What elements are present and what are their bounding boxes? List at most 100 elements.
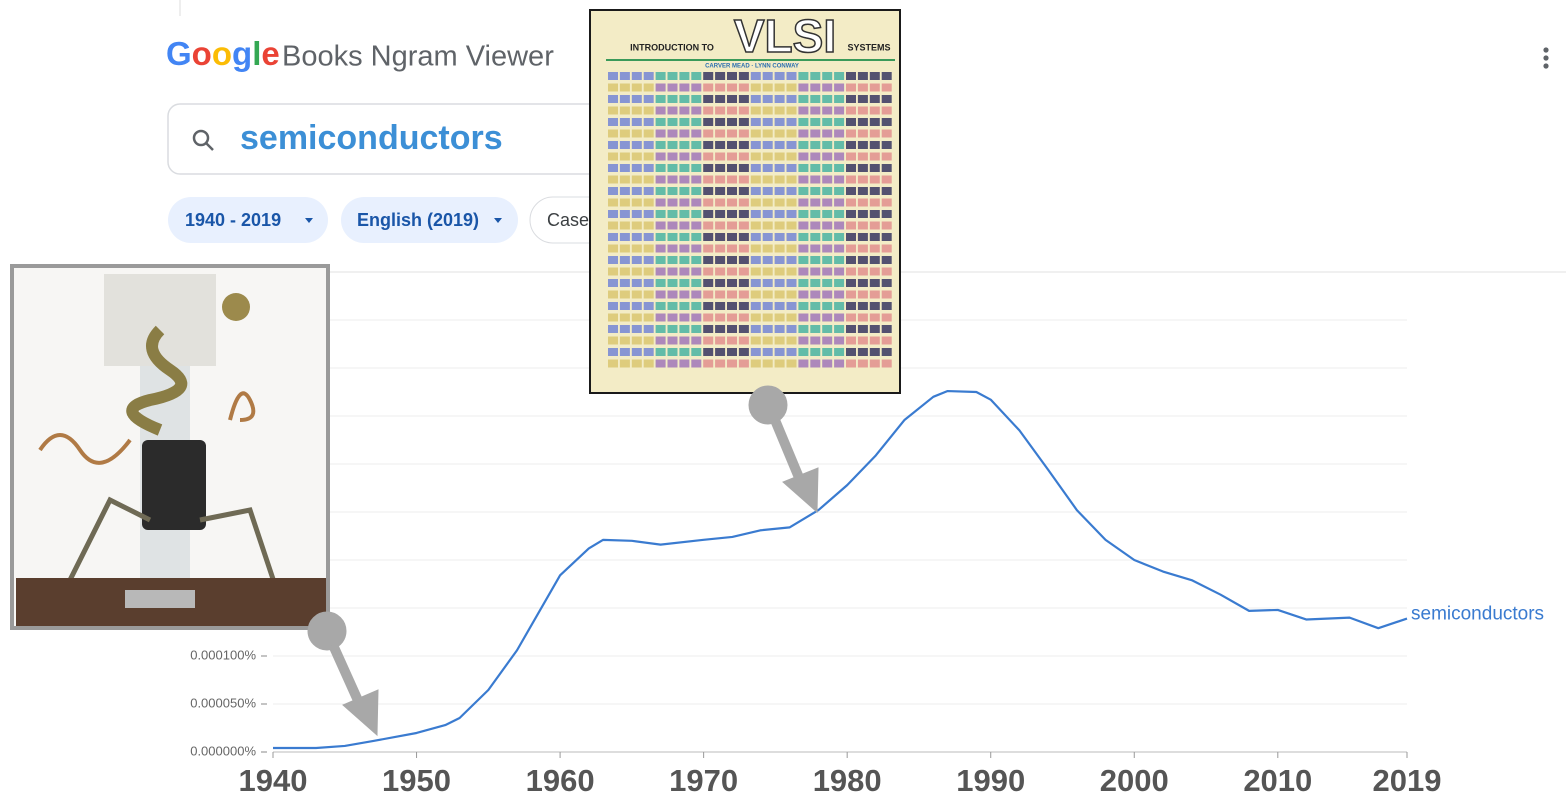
pattern [858, 325, 868, 333]
pattern [608, 164, 618, 172]
pattern [668, 176, 678, 184]
pattern [679, 176, 689, 184]
pattern [739, 199, 749, 207]
pattern [679, 268, 689, 276]
pattern [846, 95, 856, 103]
pattern [644, 348, 654, 356]
pattern [822, 95, 832, 103]
pattern [632, 118, 642, 126]
pattern [858, 199, 868, 207]
pattern [668, 118, 678, 126]
pattern [775, 302, 785, 310]
pattern [870, 72, 880, 80]
x-tick-label: 1990 [956, 763, 1025, 798]
pattern [691, 337, 701, 345]
pattern [810, 233, 820, 241]
pattern [727, 199, 737, 207]
pattern [608, 314, 618, 322]
pattern [870, 337, 880, 345]
pattern [882, 95, 892, 103]
pattern [668, 153, 678, 161]
logo[interactable]: Google [166, 35, 280, 72]
pattern [858, 130, 868, 138]
pattern [822, 187, 832, 195]
pattern [679, 291, 689, 299]
pattern [632, 199, 642, 207]
pattern [870, 199, 880, 207]
pattern [679, 95, 689, 103]
pattern [691, 95, 701, 103]
pattern [668, 291, 678, 299]
pattern [834, 95, 844, 103]
pattern [775, 325, 785, 333]
pattern [691, 84, 701, 92]
pattern [608, 84, 618, 92]
pattern [751, 302, 761, 310]
pattern [870, 291, 880, 299]
pattern [632, 256, 642, 264]
pattern [656, 233, 666, 241]
pattern [739, 153, 749, 161]
pattern [810, 256, 820, 264]
search-query[interactable]: semiconductors [240, 119, 503, 157]
pattern [834, 130, 844, 138]
pattern [775, 187, 785, 195]
pattern [656, 337, 666, 345]
pattern [882, 348, 892, 356]
pattern [691, 141, 701, 149]
pattern [632, 95, 642, 103]
x-tick-label: 2000 [1100, 763, 1169, 798]
pattern [882, 187, 892, 195]
pattern [727, 268, 737, 276]
pattern [763, 95, 773, 103]
pattern [834, 176, 844, 184]
pattern [679, 107, 689, 115]
pattern [798, 233, 808, 241]
pattern [775, 314, 785, 322]
pattern [727, 245, 737, 253]
pattern [775, 72, 785, 80]
pattern [822, 337, 832, 345]
pattern [787, 245, 797, 253]
pattern [834, 84, 844, 92]
pattern [846, 348, 856, 356]
pattern [822, 130, 832, 138]
pattern [703, 360, 713, 368]
pattern [822, 222, 832, 230]
pattern [822, 245, 832, 253]
pattern [858, 187, 868, 195]
pattern [668, 164, 678, 172]
pattern [656, 325, 666, 333]
pattern [608, 130, 618, 138]
pattern [620, 279, 630, 287]
pattern [846, 176, 856, 184]
pattern [644, 337, 654, 345]
pattern [751, 325, 761, 333]
pattern [679, 314, 689, 322]
pattern [644, 291, 654, 299]
pattern [810, 164, 820, 172]
pattern [668, 268, 678, 276]
menu[interactable] [1543, 47, 1548, 68]
pattern [691, 233, 701, 241]
chip-label: 1940 - 2019 [185, 210, 281, 230]
pattern [715, 210, 725, 218]
pattern [882, 256, 892, 264]
pattern [656, 210, 666, 218]
pattern [632, 176, 642, 184]
pattern [715, 337, 725, 345]
pattern [822, 210, 832, 218]
pattern [763, 153, 773, 161]
y-tick-label: 0.000050% [190, 695, 256, 710]
pattern [703, 72, 713, 80]
pattern [763, 279, 773, 287]
pattern [644, 279, 654, 287]
pattern [644, 130, 654, 138]
pattern [810, 199, 820, 207]
pattern [608, 325, 618, 333]
pattern [798, 245, 808, 253]
x-tick-label: 1980 [813, 763, 882, 798]
pattern [703, 245, 713, 253]
pattern [668, 95, 678, 103]
pattern [870, 222, 880, 230]
